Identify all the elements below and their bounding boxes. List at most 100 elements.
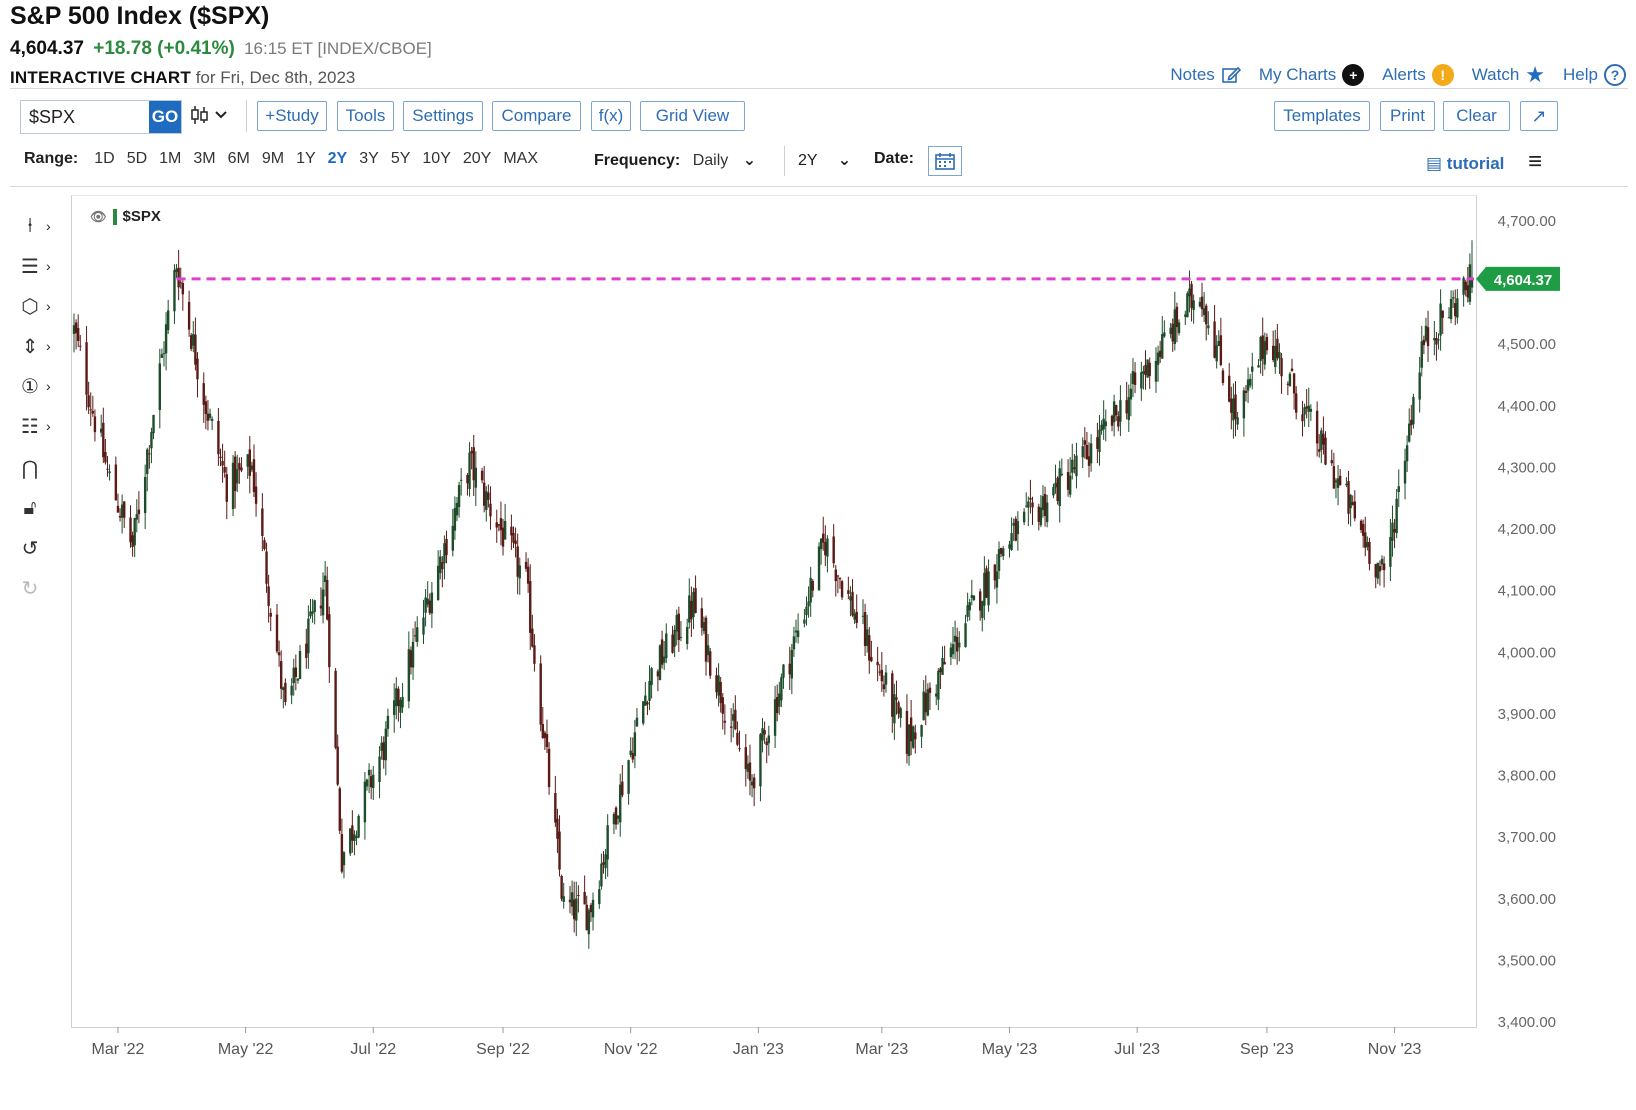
grid-view-button[interactable]: Grid View [640, 101, 745, 131]
period-value: 2Y [798, 152, 818, 169]
undo-tool[interactable]: ↺ [14, 531, 66, 565]
range-option[interactable]: 5Y [390, 150, 411, 167]
settings-button[interactable]: Settings [403, 101, 483, 131]
candle-body [1087, 456, 1091, 466]
candle-body [685, 627, 689, 644]
candle-body [526, 566, 530, 584]
y-tick-label: 4,300.00 [1498, 459, 1556, 476]
my-charts-label: My Charts [1258, 65, 1337, 84]
candle-body [863, 612, 867, 647]
go-button[interactable]: GO [149, 101, 181, 133]
chevron-down-icon: ⌄ [837, 152, 852, 169]
lines-tool[interactable]: ☰ › [14, 249, 66, 283]
candle-body [1338, 475, 1342, 485]
series-color-swatch [112, 208, 117, 225]
candle-body [524, 561, 528, 569]
candle-body [671, 634, 674, 653]
candle-body [692, 591, 695, 618]
annotation-tool[interactable]: ① › [14, 369, 66, 403]
range-option[interactable]: 1D [94, 150, 115, 167]
help-link[interactable]: Help ? [1563, 64, 1626, 86]
range-option[interactable]: 5D [126, 150, 148, 167]
candle-body [717, 675, 720, 696]
candle-body [1251, 366, 1254, 372]
templates-button[interactable]: Templates [1274, 101, 1370, 131]
my-charts-link[interactable]: My Charts + [1258, 64, 1365, 86]
y-tick-label: 4,400.00 [1498, 398, 1556, 415]
candle-body [790, 649, 794, 679]
y-tick-label: 3,900.00 [1498, 706, 1556, 723]
series-tag[interactable]: 👁︎ $SPX [90, 208, 161, 225]
exclamation-circle-icon: ! [1431, 64, 1454, 86]
candle-body [1246, 379, 1250, 391]
tools-button[interactable]: Tools [337, 101, 394, 131]
candle-body [545, 734, 549, 748]
candle-body [817, 546, 821, 591]
candle-body [1468, 264, 1472, 302]
candle-body [897, 702, 900, 714]
candle-body [723, 720, 727, 723]
range-option-active[interactable]: 2Y [327, 150, 348, 167]
candle-body [943, 662, 946, 665]
candle-body [1276, 338, 1279, 358]
candle-body [328, 614, 331, 668]
redo-tool[interactable]: ↻ [14, 571, 66, 605]
crosshair-tool[interactable]: ⍿ › [14, 209, 66, 243]
hamburger-menu-icon[interactable]: ≡ [1528, 148, 1543, 175]
candle-body [367, 769, 371, 776]
frequency-selector[interactable]: Frequency: Daily ⌄ [594, 150, 756, 170]
range-option[interactable]: 1Y [296, 150, 316, 167]
range-option[interactable]: 3M [193, 150, 216, 167]
shapes-tool[interactable]: ⬡ › [14, 289, 66, 323]
x-tick-label: Jul '22 [350, 1041, 396, 1058]
range-option[interactable]: 10Y [422, 150, 451, 167]
candle-body [221, 460, 224, 466]
range-option[interactable]: 6M [227, 150, 250, 167]
compare-button[interactable]: Compare [492, 101, 581, 131]
add-study-button[interactable]: +Study [257, 101, 327, 131]
alerts-link[interactable]: Alerts ! [1382, 64, 1454, 86]
range-option[interactable]: 9M [261, 150, 285, 167]
candle-body [541, 724, 544, 739]
candle-body [855, 611, 858, 623]
candle-body [958, 642, 961, 648]
candle-body [1353, 501, 1357, 519]
period-selector[interactable]: 2Y ⌄ [798, 150, 851, 170]
range-option[interactable]: MAX [503, 150, 538, 167]
date-picker-button[interactable] [928, 146, 962, 176]
candle-body [380, 742, 383, 751]
measure-tool[interactable]: ⇕ › [14, 329, 66, 363]
range-option[interactable]: 3Y [359, 150, 379, 167]
chart-plot-area[interactable] [71, 195, 1477, 1028]
notes-link[interactable]: Notes [1170, 65, 1241, 85]
candle-body [665, 633, 668, 659]
clear-button[interactable]: Clear [1443, 101, 1510, 131]
candle-body [602, 862, 605, 865]
candle-body [1324, 437, 1327, 465]
candle-body [102, 422, 105, 458]
expand-button[interactable]: ↗ [1520, 101, 1558, 131]
candle-body [738, 748, 741, 750]
watch-link[interactable]: Watch ★ [1472, 62, 1545, 88]
candle-body [554, 792, 557, 823]
tutorial-link[interactable]: ▤ tutorial [1426, 154, 1504, 174]
candle-body [882, 684, 886, 690]
lock-tool[interactable]: 🔓︎ [14, 491, 66, 525]
candle-body [928, 687, 932, 693]
candle-body [819, 538, 823, 550]
magnet-tool[interactable]: ⋂ [14, 451, 66, 485]
candle-body [1449, 299, 1453, 320]
candle-body [1426, 327, 1430, 347]
symbol-input[interactable] [21, 101, 149, 133]
print-button[interactable]: Print [1380, 101, 1435, 131]
function-button[interactable]: f(x) [591, 101, 631, 131]
fibonacci-tool[interactable]: ☷ › [14, 409, 66, 443]
candle-body [1228, 375, 1231, 402]
candle-body [407, 649, 411, 702]
candle-body [782, 664, 785, 678]
candle-body [1359, 520, 1363, 530]
candle-body [1200, 296, 1204, 310]
range-option[interactable]: 20Y [462, 150, 492, 167]
range-option[interactable]: 1M [159, 150, 182, 167]
chart-type-selector[interactable] [190, 104, 230, 131]
